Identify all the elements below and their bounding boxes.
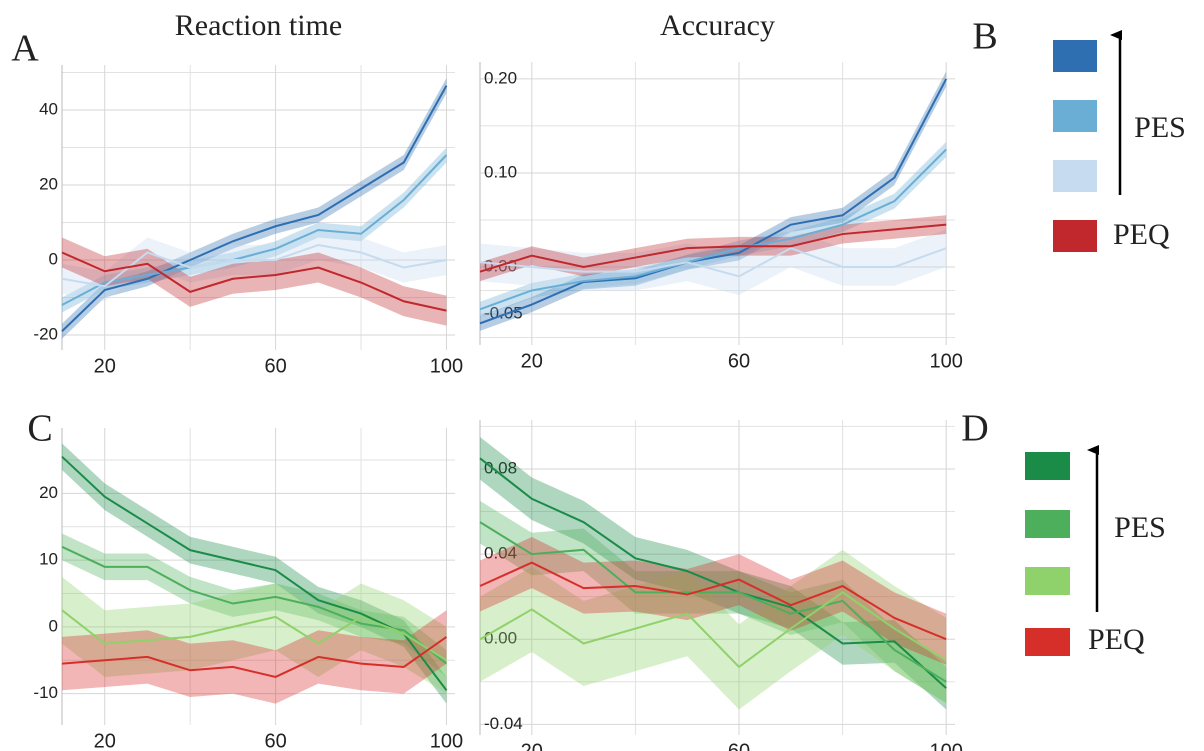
panel-letter: C — [27, 408, 52, 450]
y-tick-label: 0.04 — [484, 544, 517, 563]
confidence-band — [480, 500, 947, 704]
confidence-band — [480, 437, 947, 710]
series-line — [61, 545, 448, 665]
x-tick-label: 60 — [728, 740, 750, 751]
confidence-band — [62, 576, 447, 694]
legend-swatch — [1053, 40, 1097, 72]
confidence-band — [480, 537, 947, 665]
y-tick-label: 0.10 — [484, 162, 517, 181]
series-line — [479, 591, 947, 669]
legend-label: PES — [1114, 511, 1166, 544]
x-tick-label: 100 — [930, 350, 963, 372]
series-line — [61, 85, 448, 332]
x-tick-label: 60 — [264, 355, 286, 377]
panel-letter: A — [11, 28, 39, 70]
y-tick-label: 20 — [39, 174, 58, 193]
y-tick-label: 0.20 — [484, 68, 517, 87]
panel-letter: B — [972, 16, 997, 58]
series-line — [479, 148, 947, 311]
y-tick-label: 40 — [39, 99, 58, 118]
x-tick-label: 60 — [728, 350, 750, 372]
confidence-band — [62, 237, 447, 326]
y-tick-label: 0.08 — [484, 458, 517, 477]
confidence-band — [62, 230, 447, 302]
series-line — [479, 521, 947, 683]
x-tick-label: 20 — [521, 350, 543, 372]
confidence-band — [62, 443, 447, 704]
y-tick-label: -10 — [33, 683, 58, 702]
legend-swatch — [1025, 567, 1070, 595]
series-line — [61, 609, 447, 662]
legend-label: PEQ — [1088, 623, 1145, 656]
series-line — [479, 223, 947, 273]
legend-swatch — [1025, 510, 1070, 538]
x-tick-label: 60 — [264, 730, 286, 751]
series-line — [61, 455, 448, 691]
series-line — [61, 154, 448, 306]
confidence-band — [480, 71, 947, 331]
y-tick-label: 0 — [49, 616, 58, 635]
x-tick-label: 20 — [94, 730, 116, 751]
confidence-band — [62, 610, 447, 704]
confidence-band — [62, 533, 447, 677]
confidence-band — [480, 229, 947, 296]
y-tick-label: 0 — [49, 249, 58, 268]
x-tick-label: 20 — [94, 355, 116, 377]
panel-letter: D — [961, 408, 988, 450]
x-tick-label: 100 — [930, 740, 963, 751]
x-tick-label: 100 — [430, 355, 463, 377]
legend-swatch — [1025, 452, 1070, 480]
legend-label: PEQ — [1113, 218, 1170, 251]
x-tick-label: 100 — [430, 730, 463, 751]
panel-title: Reaction time — [175, 9, 342, 42]
legend-swatch — [1053, 220, 1097, 252]
y-tick-label: 10 — [39, 550, 58, 569]
series-line — [61, 251, 447, 312]
panel-title: Accuracy — [660, 9, 775, 42]
series-line — [61, 243, 447, 288]
series-line — [479, 561, 947, 641]
legend-swatch — [1025, 628, 1070, 656]
y-tick-label: 0.00 — [484, 629, 517, 648]
confidence-band — [480, 141, 947, 317]
legend-swatch — [1053, 100, 1097, 132]
legend-label: PES — [1134, 111, 1186, 144]
series-line — [479, 247, 947, 278]
y-tick-label: 20 — [39, 483, 58, 502]
y-tick-label: -0.04 — [484, 714, 523, 733]
series-line — [479, 78, 948, 325]
x-tick-label: 20 — [521, 740, 543, 751]
series-line — [479, 457, 947, 689]
y-tick-label: -20 — [33, 324, 58, 343]
series-line — [61, 636, 448, 678]
legend-swatch — [1053, 160, 1097, 192]
